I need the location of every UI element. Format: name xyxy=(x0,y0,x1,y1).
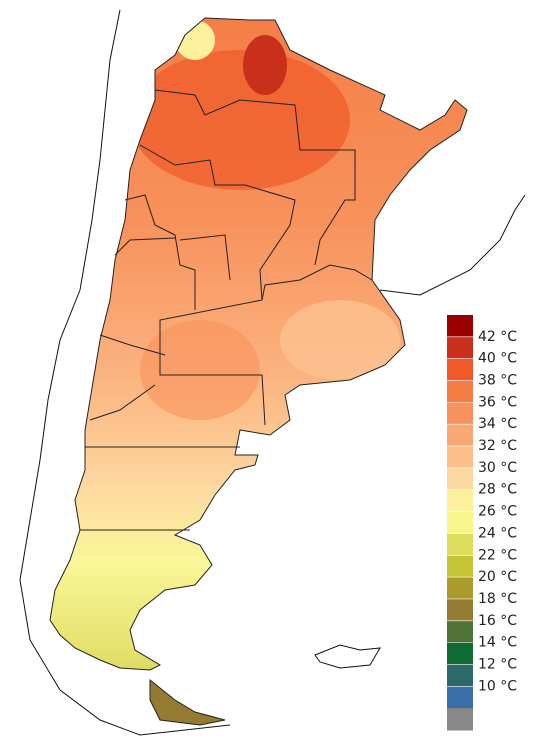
legend-label: 20 °C xyxy=(478,569,517,585)
legend-label: 34 °C xyxy=(478,416,517,432)
legend-swatch xyxy=(447,380,473,403)
legend-swatch xyxy=(447,358,473,382)
legend-label: 16 °C xyxy=(478,613,517,629)
legend-label: 18 °C xyxy=(478,591,517,607)
legend-swatch xyxy=(447,642,473,665)
legend-label: 22 °C xyxy=(478,547,517,563)
legend-label: 24 °C xyxy=(478,525,517,541)
legend-swatch xyxy=(447,555,473,578)
legend-label: 42 °C xyxy=(478,329,517,345)
legend-swatch xyxy=(447,446,473,469)
legend-swatch xyxy=(447,511,473,534)
legend-swatch xyxy=(447,467,473,491)
legend-swatch xyxy=(447,533,473,556)
legend-swatch xyxy=(447,336,473,360)
legend-label: 14 °C xyxy=(478,635,517,651)
legend-swatch xyxy=(447,620,473,644)
legend-swatch xyxy=(447,708,473,731)
legend-label: 30 °C xyxy=(478,460,517,476)
legend-swatch xyxy=(447,489,473,513)
legend-swatch xyxy=(447,402,473,425)
legend-swatch xyxy=(447,315,473,338)
legend-swatch xyxy=(447,664,473,687)
legend-label: 12 °C xyxy=(478,656,517,672)
legend-swatch xyxy=(447,686,473,709)
province-borders xyxy=(80,89,373,531)
legend-label: 38 °C xyxy=(478,373,517,389)
legend-label: 32 °C xyxy=(478,438,517,454)
legend-label: 28 °C xyxy=(478,482,517,498)
legend-swatch xyxy=(447,424,473,447)
legend: 42 °C 40 °C 38 °C 36 °C 34 °C 32 °C 30 °C 28 °C… xyxy=(447,315,517,731)
legend-label: 40 °C xyxy=(478,351,517,367)
legend-label: 36 °C xyxy=(478,394,517,410)
neighbor-coastlines xyxy=(19,9,526,736)
legend-swatch xyxy=(447,598,473,622)
legend-label: 26 °C xyxy=(478,504,517,520)
legend-swatch xyxy=(447,577,473,600)
legend-label: 10 °C xyxy=(478,678,517,694)
